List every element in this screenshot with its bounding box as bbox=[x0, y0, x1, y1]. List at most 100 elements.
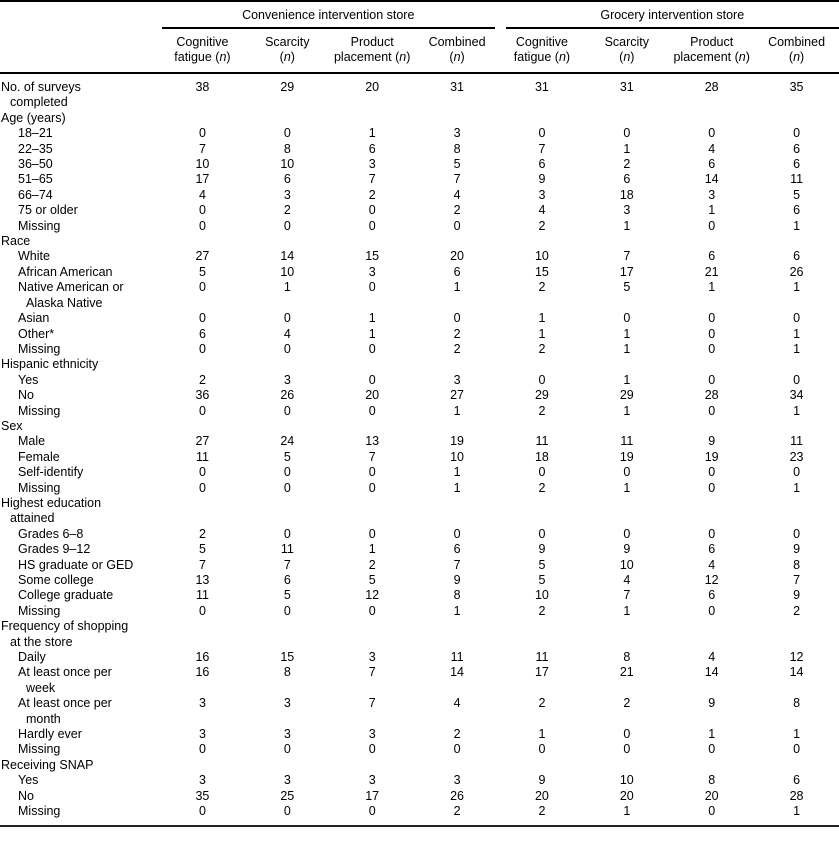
cell-value: 0 bbox=[283, 603, 291, 618]
cell-value bbox=[415, 111, 500, 126]
row-label: Grades 6–8 bbox=[18, 526, 84, 541]
cell-value: 3 bbox=[283, 372, 291, 387]
cell-value bbox=[160, 619, 245, 650]
cell-value: 3 bbox=[368, 727, 376, 742]
cell-value: 1 bbox=[708, 727, 716, 742]
section-label: Age (years) bbox=[1, 110, 66, 125]
cell-value: 0 bbox=[708, 403, 716, 418]
cell-value: 7 bbox=[453, 172, 461, 187]
cell-value: 0 bbox=[623, 727, 631, 742]
cell-value: 31 bbox=[534, 80, 549, 94]
table-row: College graduate 11 5 12 8 10 7 6 9 bbox=[0, 588, 839, 603]
cell-value bbox=[160, 419, 245, 434]
cell-value: 29 bbox=[280, 80, 295, 94]
cell-value: 2 bbox=[538, 280, 546, 295]
row-label: 51–65 bbox=[18, 172, 53, 187]
table-row: HS graduate or GED 7 7 2 7 5 10 4 8 bbox=[0, 558, 839, 573]
cell-value: 0 bbox=[708, 480, 716, 495]
cell-value: 1 bbox=[793, 804, 801, 819]
cell-value: 3 bbox=[453, 773, 461, 788]
cell-value: 8 bbox=[453, 141, 461, 156]
cell-value bbox=[415, 357, 500, 372]
cell-value: 28 bbox=[789, 788, 804, 803]
cell-value: 2 bbox=[453, 727, 461, 742]
cell-value: 0 bbox=[708, 341, 716, 356]
cell-value: 1 bbox=[623, 804, 631, 819]
cell-value bbox=[669, 758, 754, 773]
table-row: Missing 0 0 0 0 2 1 0 1 bbox=[0, 219, 839, 234]
cell-value: 19 bbox=[450, 434, 465, 449]
cell-value: 6 bbox=[453, 542, 461, 557]
cell-value: 9 bbox=[623, 542, 631, 557]
row-label: Missing bbox=[18, 341, 61, 356]
cell-value: 0 bbox=[198, 403, 206, 418]
cell-value bbox=[330, 234, 415, 249]
cell-value: 3 bbox=[368, 157, 376, 172]
row-label-continuation: completed bbox=[10, 95, 68, 110]
cell-value: 7 bbox=[198, 557, 206, 572]
table-row: Asian 0 0 1 0 1 0 0 0 bbox=[0, 311, 839, 326]
cell-value bbox=[415, 619, 500, 650]
cell-value: 0 bbox=[538, 742, 546, 757]
cell-value: 0 bbox=[453, 311, 461, 326]
cell-value: 8 bbox=[453, 588, 461, 603]
cell-value: 26 bbox=[280, 388, 295, 403]
row-label-column-header bbox=[0, 1, 160, 74]
cell-value: 0 bbox=[623, 311, 631, 326]
column-header-groc-cognitive-fatigue: Cognitive fatigue (n) bbox=[499, 29, 585, 74]
row-label-continuation: at the store bbox=[10, 634, 73, 649]
cell-value: 4 bbox=[708, 141, 716, 156]
cell-value: 1 bbox=[793, 280, 801, 295]
cell-value: 3 bbox=[283, 727, 291, 742]
row-label: Missing bbox=[18, 480, 61, 495]
cell-value: 2 bbox=[198, 372, 206, 387]
cell-value: 11 bbox=[535, 650, 549, 665]
cell-value: 10 bbox=[619, 773, 634, 788]
cell-value: 6 bbox=[198, 326, 206, 341]
cell-value: 1 bbox=[453, 403, 461, 418]
cell-value bbox=[330, 496, 415, 527]
cell-value: 0 bbox=[368, 372, 376, 387]
cell-value bbox=[330, 419, 415, 434]
cell-value: 7 bbox=[793, 573, 801, 587]
cell-value: 0 bbox=[368, 465, 376, 480]
table-row: No 35 25 17 26 20 20 20 28 bbox=[0, 789, 839, 804]
cell-value: 9 bbox=[793, 542, 801, 557]
table-row: African American 5 10 3 6 15 17 21 26 bbox=[0, 265, 839, 280]
table-row: 75 or older 0 2 0 2 4 3 1 6 bbox=[0, 203, 839, 218]
cell-value: 0 bbox=[368, 480, 376, 495]
cell-value: 10 bbox=[534, 249, 549, 264]
cell-value: 14 bbox=[704, 172, 719, 187]
section-label: Sex bbox=[1, 418, 23, 433]
cell-value: 19 bbox=[619, 449, 634, 464]
cell-value: 0 bbox=[283, 341, 291, 356]
section-header-row: Hispanic ethnicity bbox=[0, 357, 839, 372]
cell-value: 0 bbox=[538, 465, 546, 480]
cell-value: 6 bbox=[793, 203, 801, 218]
cell-value: 9 bbox=[708, 696, 716, 711]
cell-value: 11 bbox=[195, 449, 209, 464]
cell-value: 11 bbox=[790, 172, 804, 187]
cell-value: 0 bbox=[283, 311, 291, 326]
cell-value: 10 bbox=[450, 449, 465, 464]
cell-value bbox=[330, 357, 415, 372]
cell-value: 8 bbox=[793, 557, 801, 572]
column-header-conv-product-placement: Product placement (n) bbox=[329, 29, 415, 74]
cell-value: 27 bbox=[195, 434, 210, 449]
row-label-continuation: week bbox=[26, 680, 56, 695]
row-label: 36–50 bbox=[18, 157, 53, 172]
cell-value: 0 bbox=[793, 372, 801, 387]
cell-value: 0 bbox=[368, 526, 376, 541]
cell-value bbox=[500, 496, 585, 527]
row-label: 22–35 bbox=[18, 141, 53, 156]
cell-value bbox=[245, 234, 330, 249]
cell-value: 5 bbox=[283, 449, 291, 464]
cell-value: 6 bbox=[708, 588, 716, 603]
cell-value: 21 bbox=[704, 264, 719, 279]
cell-value: 0 bbox=[368, 280, 376, 295]
cell-value: 2 bbox=[368, 187, 376, 202]
cell-value: 0 bbox=[793, 311, 801, 326]
group-label-convenience: Convenience intervention store bbox=[162, 2, 495, 29]
cell-value: 0 bbox=[283, 526, 291, 541]
